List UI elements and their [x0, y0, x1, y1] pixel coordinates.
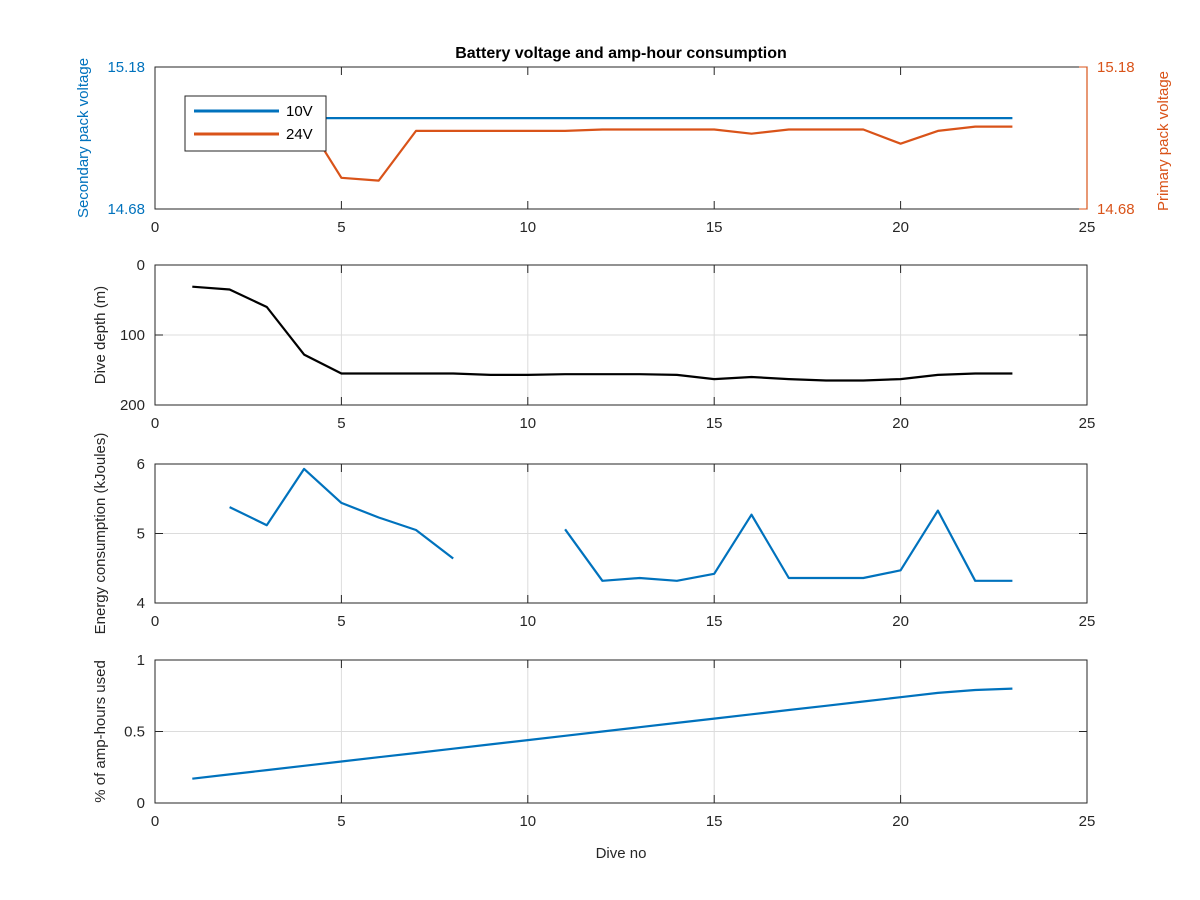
x-tick-label: 20 [892, 613, 909, 630]
y-tick-label: 0 [137, 257, 145, 274]
series-line-series-1 [564, 509, 1013, 582]
x-tick-label: 15 [706, 415, 723, 432]
y-tick-label: 1 [137, 652, 145, 669]
series-line-series-1 [192, 687, 1013, 780]
x-tick-label: 15 [706, 219, 723, 236]
y-axis-label: Secondary pack voltage [75, 58, 92, 218]
y-tick-label: 14.68 [107, 201, 145, 218]
figure-title: Battery voltage and amp-hour consumption [455, 45, 787, 62]
x-tick-label: 0 [151, 415, 159, 432]
x-tick-label: 5 [337, 219, 345, 236]
x-tick-label: 25 [1079, 613, 1096, 630]
x-tick-label: 20 [892, 813, 909, 830]
y-tick-label: 6 [137, 456, 145, 473]
y-tick-label: 15.18 [107, 59, 145, 76]
legend-entry: 24V [286, 126, 313, 143]
y-tick-label: 0 [137, 795, 145, 812]
y-axis-label-right: Primary pack voltage [1155, 71, 1172, 211]
series-line-series-1 [192, 285, 1013, 382]
x-tick-label: 0 [151, 613, 159, 630]
subplot-1: 0 5 10 15 20 2514.6815.1814.6815.18Secondary … [75, 58, 1172, 236]
x-tick-label: 15 [706, 813, 723, 830]
x-tick-label: 0 [151, 219, 159, 236]
x-tick-label: 10 [519, 613, 536, 630]
x-tick-label: 20 [892, 219, 909, 236]
subplot-3: 0 5 10 15 20 25 4 5 6 Energy consumption (kJoules… [92, 433, 1095, 635]
x-tick-label: 0 [151, 813, 159, 830]
y-tick-label-right: 15.18 [1097, 59, 1135, 76]
x-tick-label: 10 [519, 813, 536, 830]
legend-box [184, 95, 327, 152]
x-tick-label: 15 [706, 613, 723, 630]
x-tick-label: 5 [337, 415, 345, 432]
series-line-24V [303, 117, 1013, 182]
x-tick-label: 10 [519, 219, 536, 236]
y-tick-label: 200 [120, 397, 145, 414]
series-line-series-1 [229, 467, 454, 560]
y-tick-label: 4 [137, 595, 145, 612]
y-tick-label-right: 14.68 [1097, 201, 1135, 218]
y-axis-label: Dive depth (m) [92, 286, 109, 384]
x-tick-label: 25 [1079, 813, 1096, 830]
x-tick-label: 25 [1079, 219, 1096, 236]
y-axis-label: % of amp-hours used [92, 660, 109, 803]
y-tick-label: 100 [120, 327, 145, 344]
x-tick-label: 20 [892, 415, 909, 432]
x-tick-label: 10 [519, 415, 536, 432]
x-tick-label: 5 [337, 613, 345, 630]
subplot-2: 0 5 10 15 20 25 0 100 200 Dive depth (m) [92, 257, 1095, 432]
x-tick-label: 25 [1079, 415, 1096, 432]
y-axis-label: Energy consumption (kJoules) [92, 433, 109, 635]
x-tick-label: 5 [337, 813, 345, 830]
subplot-4: 0 5 10 15 20 25 0 0.5 1 % of amp-hours used [92, 652, 1095, 830]
subplot-panels: 0 5 10 15 20 2514.6815.1814.6815.18Secondary … [75, 58, 1172, 830]
y-tick-label: 0.5 [124, 724, 145, 741]
y-tick-label: 5 [137, 526, 145, 543]
x-axis-label: Dive no [596, 845, 647, 862]
legend-entry: 10V [286, 103, 313, 120]
